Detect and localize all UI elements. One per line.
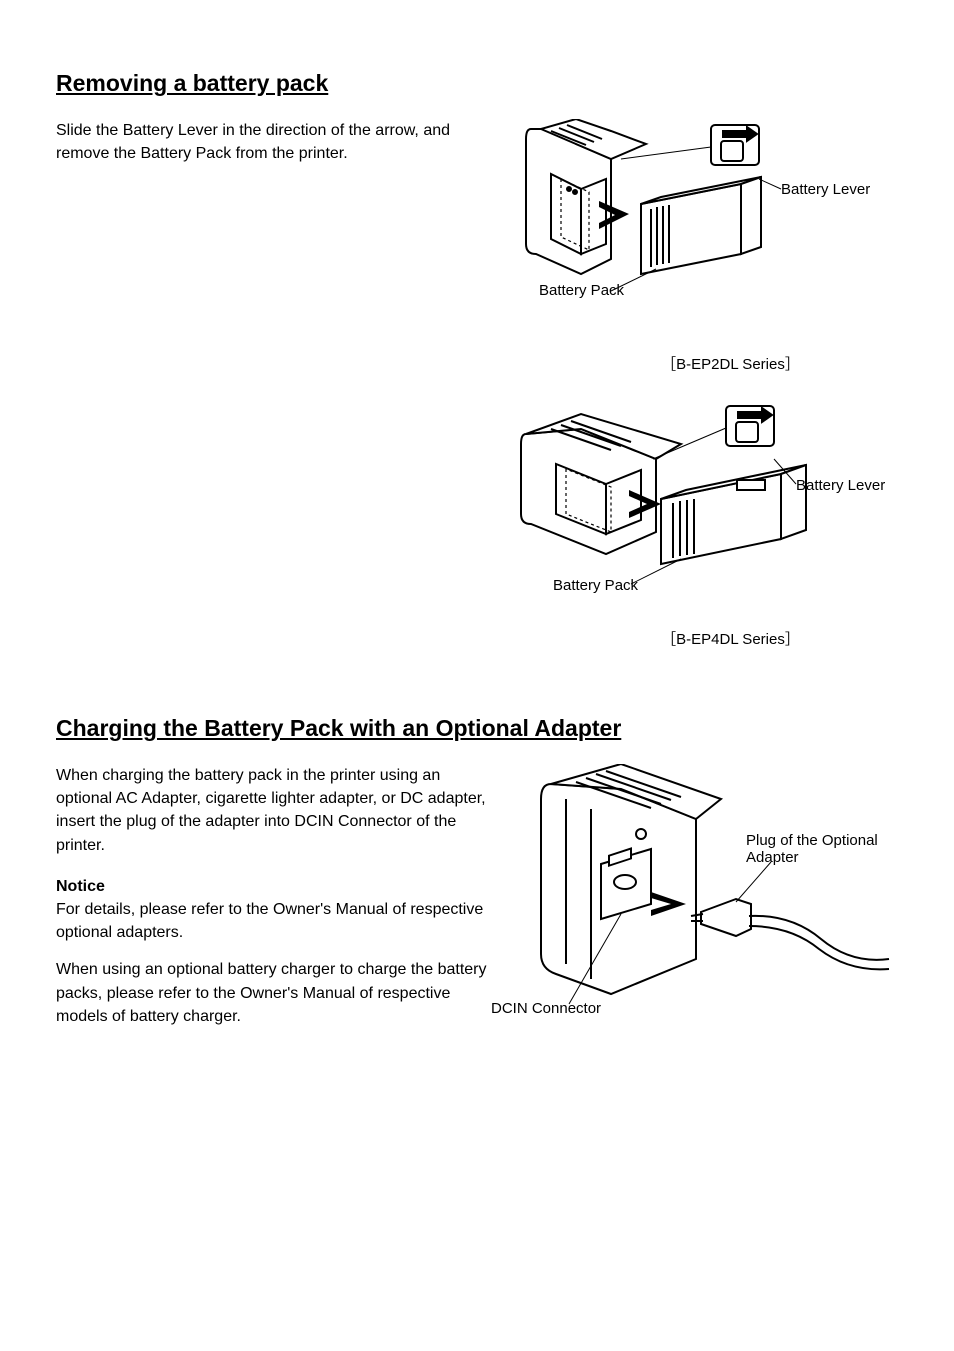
series-caption-1: ［B-EP2DL Series］ xyxy=(563,353,898,374)
charging-body2: When using an optional battery charger t… xyxy=(56,958,491,1028)
section2-text: When charging the battery pack in the pr… xyxy=(56,764,491,1028)
label-battery-lever-1: Battery Lever xyxy=(781,181,870,198)
section1-figures: Battery Lever Battery Pack ［B-EP2DL Seri… xyxy=(491,119,898,679)
section1-row: Slide the Battery Lever in the direction… xyxy=(56,119,898,679)
figure-ep4dl: Battery Lever Battery Pack xyxy=(511,404,891,624)
label-battery-pack-2: Battery Pack xyxy=(553,577,638,594)
section1-text: Slide the Battery Lever in the direction… xyxy=(56,119,491,165)
charging-body1: When charging the battery pack in the pr… xyxy=(56,764,491,857)
figure-ep2dl: Battery Lever Battery Pack xyxy=(511,119,891,349)
section2-row: When charging the battery pack in the pr… xyxy=(56,764,898,1044)
series-caption-2: ［B-EP4DL Series］ xyxy=(563,628,898,649)
figure-charging-svg xyxy=(491,764,891,1024)
label-dcin: DCIN Connector xyxy=(491,1000,601,1017)
heading-removing-battery: Removing a battery pack xyxy=(56,70,898,97)
notice-body: For details, please refer to the Owner's… xyxy=(56,898,491,944)
label-battery-lever-2: Battery Lever xyxy=(796,477,885,494)
manual-page: Removing a battery pack Slide the Batter… xyxy=(0,0,954,1104)
figure-ep4dl-svg xyxy=(511,404,891,604)
label-plug: Plug of the Optional Adapter xyxy=(746,832,886,866)
section2-figure-col: Plug of the Optional Adapter DCIN Connec… xyxy=(491,764,898,1044)
heading-charging: Charging the Battery Pack with an Option… xyxy=(56,715,898,742)
label-battery-pack-1: Battery Pack xyxy=(539,282,624,299)
figure-charging: Plug of the Optional Adapter DCIN Connec… xyxy=(491,764,891,1044)
notice-heading: Notice xyxy=(56,875,491,898)
